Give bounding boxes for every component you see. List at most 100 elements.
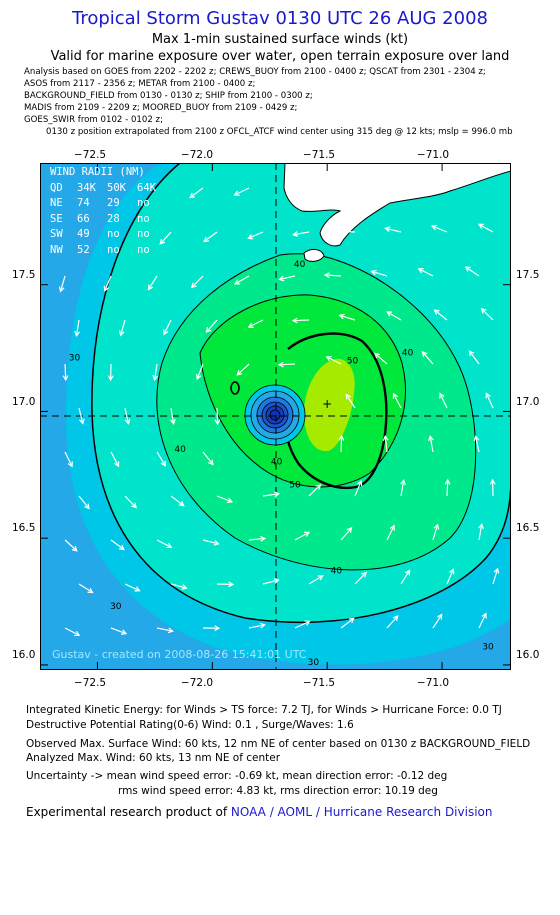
wind-arrow-67 xyxy=(110,539,125,551)
wind-arrow-42 xyxy=(170,407,176,426)
wind-arrow-23 xyxy=(205,319,218,333)
contour-label-6: 50 xyxy=(347,356,359,366)
wind-arrow-38 xyxy=(421,351,434,365)
radii-cell: 52 xyxy=(77,243,90,256)
wind-arrow-9 xyxy=(477,223,494,233)
wind-arrow-65 xyxy=(489,478,496,497)
wind-arrow-70 xyxy=(248,535,267,542)
wind-arrow-64 xyxy=(444,478,451,497)
wind-arrow-44 xyxy=(345,393,356,409)
wind-arrow-58 xyxy=(170,495,185,507)
wind-arrow-37 xyxy=(374,352,388,365)
wind-arrow-2 xyxy=(159,231,172,245)
contour-label-2: 40 xyxy=(402,349,414,359)
wind-arrow-73 xyxy=(386,524,395,541)
wind-arrow-0 xyxy=(189,187,204,199)
uncertainty-line-1: Uncertainty -> mean wind speed error: -0… xyxy=(26,770,448,782)
radii-cell: no xyxy=(137,212,150,225)
wind-radii-header: QD 34K 50K 64K xyxy=(50,181,156,197)
wind-arrow-69 xyxy=(202,539,220,546)
wind-arrow-95 xyxy=(478,612,487,629)
wind-radii-table: WIND RADII (NM) QD 34K 50K 64K NE 74 29 … xyxy=(50,165,156,258)
contour-labels: 30 40 40 40 40 40 50 50 30 30 30 xyxy=(69,260,494,668)
y-tick-right-2: 17.0 xyxy=(516,396,540,408)
wind-arrow-13 xyxy=(190,275,204,289)
contour-label-3: 40 xyxy=(174,445,186,455)
wind-arrow-10 xyxy=(58,275,66,293)
vortex-core xyxy=(244,384,306,446)
analysis-line-2: ASOS from 2117 - 2356 z; METAR from 2100… xyxy=(24,79,256,89)
wind-arrow-57 xyxy=(124,495,137,509)
radii-h-qd: QD xyxy=(50,181,63,194)
hrd-link[interactable]: NOAA / AOML / Hurricane Research Divisio… xyxy=(230,805,493,819)
contour-label-7: 50 xyxy=(289,480,301,490)
contour-label-8: 30 xyxy=(110,602,122,612)
wind-arrow-76 xyxy=(78,583,94,594)
contour-label-1: 40 xyxy=(294,260,306,270)
wind-arrow-7 xyxy=(384,226,402,233)
wind-arrow-82 xyxy=(354,571,368,585)
radii-cell: 49 xyxy=(77,228,90,240)
wind-arrow-48 xyxy=(64,451,73,468)
x-tick-bottom-1: −72.5 xyxy=(73,677,107,689)
wind-arrow-12 xyxy=(147,275,158,291)
wind-arrow-83 xyxy=(400,569,411,585)
contour-label-10: 30 xyxy=(482,643,494,653)
chart-title: Tropical Storm Gustav 0130 UTC 26 AUG 20… xyxy=(71,8,488,29)
radii-cell: no xyxy=(137,228,150,240)
small-closed-contour xyxy=(230,381,240,395)
analysis-line-1: Analysis based on GOES from 2202 - 2202 … xyxy=(24,67,486,77)
wind-arrow-66 xyxy=(64,539,78,552)
wind-arrow-79 xyxy=(216,581,235,588)
x-tick-top-4: −71.0 xyxy=(416,149,450,161)
radii-h-34k: 34K xyxy=(77,181,96,194)
y-tick-left-4: 16.0 xyxy=(12,649,36,661)
wind-arrow-68 xyxy=(156,539,173,549)
wind-arrow-28 xyxy=(433,309,448,321)
wind-arrow-30 xyxy=(62,363,69,382)
position-note: 0130 z position extrapolated from 2100 z… xyxy=(46,127,513,137)
wind-arrow-50 xyxy=(156,451,166,467)
wind-arrow-29 xyxy=(480,307,494,321)
contour-label-5: 40 xyxy=(271,458,283,468)
wind-arrow-33 xyxy=(195,363,204,381)
wind-arrow-14 xyxy=(234,275,250,285)
wind-arrow-16 xyxy=(323,272,342,279)
wind-arrow-75 xyxy=(478,523,484,541)
wind-arrow-5 xyxy=(292,231,310,237)
y-tick-right-4: 16.0 xyxy=(516,649,540,661)
wind-arrow-43 xyxy=(214,407,221,426)
wind-arrow-47 xyxy=(485,392,494,409)
wind-arrow-94 xyxy=(432,613,443,629)
wind-radii-row-ne: NE 74 29 no xyxy=(50,196,156,212)
wind-arrow-35 xyxy=(277,361,296,368)
analysis-line-4: MADIS from 2109 - 2209 z; MOORED_BUOY fr… xyxy=(24,103,298,113)
wind-arrow-92 xyxy=(340,617,355,629)
wind-arrow-4 xyxy=(247,231,264,240)
wind-arrow-31 xyxy=(107,363,114,382)
wind-arrow-21 xyxy=(118,319,126,337)
wind-arrow-46 xyxy=(439,392,448,409)
radii-cell: 29 xyxy=(107,197,120,209)
wind-arrow-49 xyxy=(110,451,120,468)
wind-arrow-24 xyxy=(247,319,264,328)
radii-cell: SW xyxy=(50,228,63,240)
contour-label-4: 40 xyxy=(331,567,343,577)
validity-note: Valid for marine exposure over water, op… xyxy=(50,49,510,64)
radii-cell: 74 xyxy=(77,197,90,209)
wind-arrow-77 xyxy=(124,583,141,592)
wind-field-plot: 30 40 40 40 40 40 50 50 30 30 30 + WIND RADII (NM)… xyxy=(40,163,511,670)
wind-arrow-85 xyxy=(492,567,500,585)
wind-arrow-41 xyxy=(124,407,131,425)
wind-arrow-60 xyxy=(262,491,281,498)
wind-arrow-39 xyxy=(468,350,480,365)
wind-arrow-93 xyxy=(386,615,399,629)
wind-arrow-25 xyxy=(291,317,310,324)
wind-arrow-18 xyxy=(417,268,434,277)
radii-cell: 28 xyxy=(107,212,120,225)
wind-arrow-72 xyxy=(340,527,353,541)
axis-ticks xyxy=(40,163,511,670)
wind-arrow-81 xyxy=(308,575,324,585)
wind-radii-row-se: SE 66 28 no xyxy=(50,212,156,228)
y-tick-left-2: 17.0 xyxy=(12,396,36,408)
